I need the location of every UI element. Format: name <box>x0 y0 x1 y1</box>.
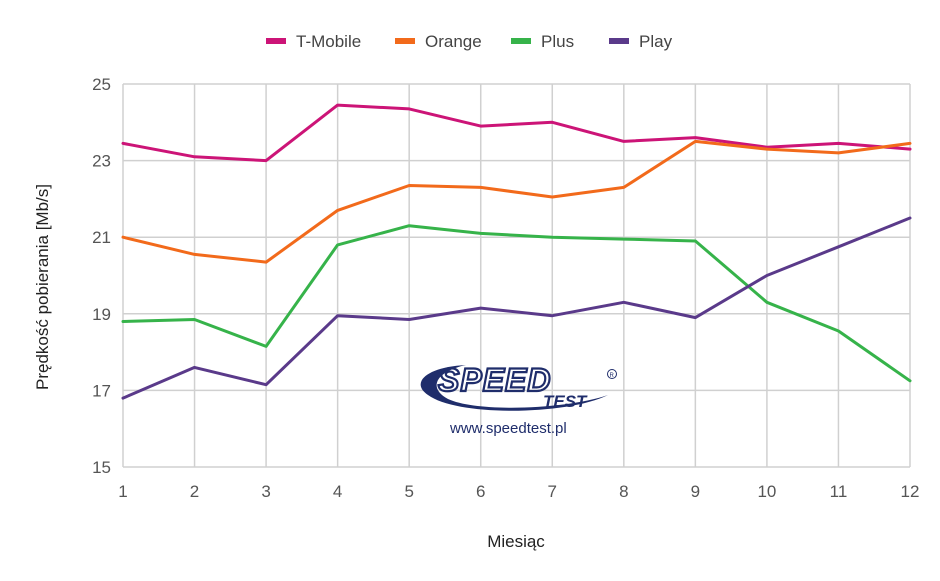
legend-label: Orange <box>425 32 482 51</box>
y-tick-label: 19 <box>92 305 111 324</box>
x-tick-label: 4 <box>333 482 342 501</box>
legend: T-Mobile Orange Plus Play <box>266 32 673 51</box>
x-tick-label: 11 <box>830 482 848 501</box>
legend-swatch <box>266 38 286 44</box>
svg-text:R: R <box>610 373 615 379</box>
series-line-t-mobile <box>121 103 912 163</box>
y-tick-label: 21 <box>92 228 111 247</box>
legend-item-orange: Orange <box>395 32 482 51</box>
y-axis-ticks: 15 17 19 21 23 25 <box>92 75 111 477</box>
x-tick-label: 7 <box>548 482 557 501</box>
y-tick-label: 17 <box>92 381 111 400</box>
y-tick-label: 15 <box>92 458 111 477</box>
x-axis-ticks: 1 2 3 4 5 6 7 8 9 10 11 12 <box>118 482 919 501</box>
x-tick-label: 9 <box>691 482 700 501</box>
x-tick-label: 1 <box>118 482 127 501</box>
y-tick-label: 25 <box>92 75 111 94</box>
grid <box>122 83 911 468</box>
speedtest-watermark: SPEED TEST R www.speedtest.pl <box>420 361 617 437</box>
legend-swatch <box>609 38 629 44</box>
legend-swatch <box>395 38 415 44</box>
y-axis-title: Prędkość pobierania [Mb/s] <box>33 184 52 390</box>
x-axis-title: Miesiąc <box>487 532 545 551</box>
watermark-url: www.speedtest.pl <box>449 420 567 437</box>
legend-swatch <box>511 38 531 44</box>
x-tick-label: 3 <box>261 482 270 501</box>
svg-text:TEST: TEST <box>543 392 588 411</box>
legend-item-t-mobile: T-Mobile <box>266 32 361 51</box>
legend-label: T-Mobile <box>296 32 361 51</box>
legend-label: Plus <box>541 32 574 51</box>
series-line-orange <box>121 139 912 264</box>
legend-label: Play <box>639 32 673 51</box>
y-tick-label: 23 <box>92 152 111 171</box>
x-tick-label: 10 <box>757 482 776 501</box>
svg-text:SPEED: SPEED <box>438 362 551 398</box>
legend-item-plus: Plus <box>511 32 574 51</box>
x-tick-label: 8 <box>619 482 628 501</box>
series-line-plus <box>121 224 912 383</box>
series-line-play <box>121 216 912 400</box>
x-tick-label: 5 <box>404 482 413 501</box>
x-tick-label: 2 <box>190 482 199 501</box>
speedtest-logo: SPEED TEST R <box>420 361 617 411</box>
x-tick-label: 6 <box>476 482 485 501</box>
series-lines <box>121 103 912 400</box>
x-tick-label: 12 <box>901 482 920 501</box>
legend-item-play: Play <box>609 32 673 51</box>
